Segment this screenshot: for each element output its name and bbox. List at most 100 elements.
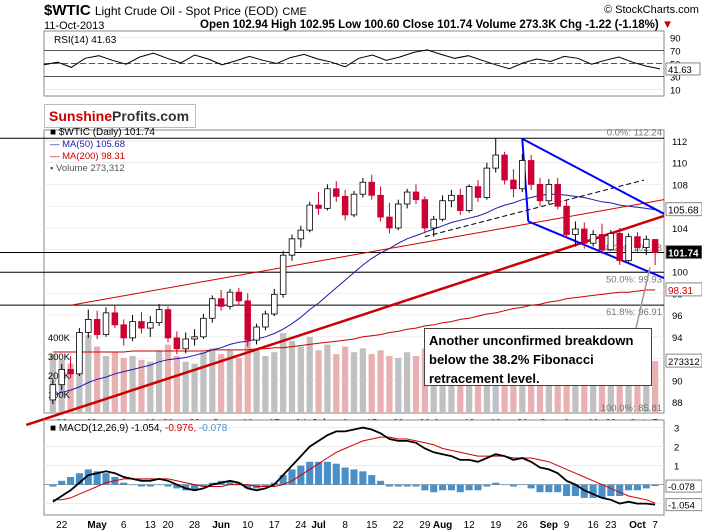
candle-body bbox=[271, 293, 278, 315]
fib-level-label: 0.0%: 112.24 bbox=[607, 127, 662, 138]
price-tick-label: 112 bbox=[672, 137, 687, 148]
macd-histogram-bar bbox=[625, 484, 633, 491]
chg-arrow-icon: ▼ bbox=[661, 19, 674, 31]
macd-x-label: 29 bbox=[419, 520, 431, 531]
rsi-value-box bbox=[665, 62, 701, 76]
candle-body bbox=[589, 234, 597, 244]
candle-body bbox=[448, 194, 455, 202]
macd-x-label: Aug bbox=[433, 520, 452, 531]
macd-histogram-bar bbox=[226, 480, 234, 485]
volume-bar bbox=[395, 357, 402, 413]
quote-line: Open 102.94 High 102.95 Low 100.60 Close… bbox=[200, 19, 674, 31]
candle-body bbox=[76, 332, 83, 375]
price-tick-label: 110 bbox=[672, 159, 687, 170]
candle-body bbox=[457, 194, 464, 211]
macd-line bbox=[52, 426, 656, 506]
candle-body bbox=[607, 233, 615, 251]
volume-bar bbox=[359, 348, 366, 413]
candle-body bbox=[49, 384, 57, 401]
macd-x-label: 22 bbox=[56, 520, 68, 531]
symbol: $WTIC bbox=[44, 2, 91, 19]
volume-bar bbox=[182, 361, 189, 413]
volume-bar bbox=[253, 348, 260, 413]
candle-body bbox=[536, 184, 544, 202]
macd-histogram-bar bbox=[288, 469, 296, 485]
price-tick-label: 104 bbox=[672, 224, 688, 235]
macd-x-label: 19 bbox=[490, 520, 502, 531]
rsi-tick-label: 90 bbox=[670, 34, 681, 45]
volume-bar bbox=[457, 359, 464, 413]
macd-histogram-bar bbox=[279, 475, 287, 485]
price-value-box bbox=[665, 245, 702, 260]
candle-body bbox=[67, 369, 74, 375]
candle-body bbox=[403, 191, 411, 205]
macd-x-label: 12 bbox=[464, 520, 476, 531]
candle-body bbox=[155, 309, 163, 324]
volume-bar bbox=[147, 361, 154, 413]
macd-histogram-bar bbox=[447, 484, 455, 491]
volume-bar bbox=[262, 356, 269, 413]
macd-value-label: -1.054 bbox=[668, 501, 695, 512]
candle-body bbox=[85, 318, 92, 333]
volume-bar bbox=[333, 354, 340, 413]
macd-x-label: 8 bbox=[342, 520, 348, 531]
callout-line: retracement level. bbox=[429, 371, 540, 386]
volume-bar bbox=[67, 363, 74, 413]
macd-x-label: 15 bbox=[366, 520, 378, 531]
macd-histogram-bar bbox=[93, 471, 101, 485]
macd-x-label: 22 bbox=[393, 520, 405, 531]
volume-bar bbox=[209, 348, 216, 413]
candle-body bbox=[581, 228, 588, 244]
volume-bar bbox=[271, 352, 278, 413]
macd-histogram-bar bbox=[492, 482, 500, 485]
macd-x-label: 6 bbox=[121, 520, 127, 531]
volume-bar bbox=[324, 344, 331, 413]
volume-value-box bbox=[665, 353, 702, 368]
candle-body bbox=[102, 312, 110, 336]
channel-upper-line bbox=[521, 137, 665, 215]
candle-body bbox=[465, 186, 473, 211]
volume-bar bbox=[129, 356, 136, 413]
candle-body bbox=[217, 298, 225, 307]
volume-bar bbox=[377, 350, 384, 413]
macd-histogram-bar bbox=[483, 484, 491, 487]
candle-body bbox=[164, 309, 172, 339]
volume-bar bbox=[200, 352, 207, 413]
macd-histogram-bar bbox=[403, 484, 411, 487]
price-tick-label: 88 bbox=[672, 398, 683, 409]
fib-level-label: 50.0%: 99.93 bbox=[606, 274, 662, 285]
candle-body bbox=[598, 234, 606, 251]
rsi-line bbox=[43, 49, 661, 70]
macd-x-label: 7 bbox=[652, 520, 658, 531]
exchange: CME bbox=[282, 6, 307, 18]
candle-body bbox=[474, 186, 482, 198]
macd-histogram-bar bbox=[137, 484, 145, 487]
price-legend-title: ■ $WTIC (Daily) 101.74 bbox=[50, 127, 155, 138]
macd-tick-label: 3 bbox=[674, 424, 679, 435]
candle-body bbox=[235, 291, 243, 302]
callout-line: below the 38.2% Fibonacci bbox=[429, 352, 594, 367]
copyright-label: © StockCharts.com bbox=[604, 4, 699, 16]
candle-body bbox=[341, 195, 349, 216]
candle-body bbox=[483, 167, 491, 198]
rsi-tick-label: 70 bbox=[670, 47, 681, 58]
macd-x-label: Sep bbox=[540, 520, 558, 531]
macd-legend: ■ MACD(12,26,9) -1.054, -0.976, -0.078 bbox=[50, 423, 228, 434]
annotation-callout: Another unconfirmed breakdown below the … bbox=[424, 328, 652, 386]
candle-body bbox=[501, 154, 508, 181]
volume-bar bbox=[120, 357, 127, 413]
callout-pointer bbox=[635, 266, 651, 329]
brand-logo: SunshineProfits.com bbox=[44, 104, 197, 128]
macd-histogram-bar bbox=[554, 484, 562, 493]
macd-histogram-bar bbox=[244, 484, 252, 489]
candle-body bbox=[209, 298, 216, 319]
candle-body bbox=[129, 321, 136, 339]
candle-body bbox=[111, 312, 119, 326]
candle-body bbox=[253, 326, 260, 341]
candle-body bbox=[545, 184, 553, 202]
candle-body bbox=[173, 337, 181, 350]
macd-histogram-bar bbox=[164, 484, 172, 487]
rsi-value-label: 41.63 bbox=[668, 65, 692, 76]
macd-value-label: -0.078 bbox=[668, 482, 695, 493]
